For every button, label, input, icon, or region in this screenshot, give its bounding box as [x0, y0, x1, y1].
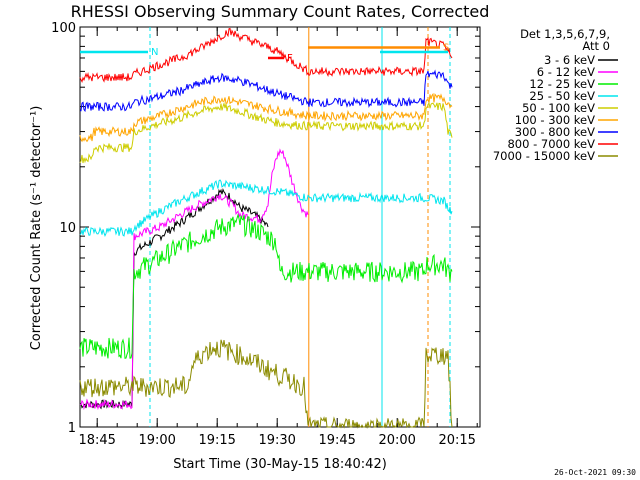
x-tick-label: 19:45: [318, 433, 355, 448]
plot-frame: [79, 26, 481, 428]
x-tick-label: 19:15: [198, 433, 235, 448]
legend-entry-label: 800 - 7000 keV: [507, 137, 595, 151]
series-line: [79, 213, 453, 359]
legend-header: Att 0: [582, 39, 610, 53]
flag-label: S: [443, 42, 449, 53]
y-axis-label: Corrected Count Rate (s⁻¹ detector⁻¹): [29, 106, 44, 351]
legend-header: Det 1,3,5,6,7,9,: [520, 27, 610, 41]
y-tick-label: 100: [51, 21, 76, 36]
x-tick-label: 19:00: [138, 433, 175, 448]
x-tick-label: 19:30: [258, 433, 295, 448]
legend-entry-label: 3 - 6 keV: [544, 53, 595, 67]
legend-entry-label: 300 - 800 keV: [515, 125, 595, 139]
plot-area: 1 10 100 18:45 19:00 19:15 19:30 19:45 20:00 20:1…: [51, 21, 481, 448]
legend-entry-label: 25 - 50 keV: [529, 89, 595, 103]
series-line: [80, 69, 453, 113]
legend-entry-label: 6 - 12 keV: [537, 65, 595, 79]
series-line: [79, 101, 453, 164]
series-line: [79, 187, 269, 410]
x-tick-label: 20:00: [378, 433, 415, 448]
y-tick-label: 1: [68, 421, 76, 436]
x-axis-label: Start Time (30-May-15 18:40:42): [173, 457, 387, 472]
y-tick-label: 10: [59, 221, 76, 236]
flag-label: N: [151, 47, 158, 58]
series-line: [79, 339, 453, 429]
legend-entry-label: 50 - 100 keV: [522, 101, 595, 115]
series-line: [79, 179, 453, 238]
legend-entry-label: 100 - 300 keV: [515, 113, 595, 127]
series-line: [79, 148, 309, 411]
series-line: [79, 92, 453, 143]
timestamp: 26-Oct-2021 09:30: [554, 468, 636, 477]
chart-title: RHESSI Observing Summary Count Rates, Co…: [71, 2, 490, 21]
legend-entry-label: 12 - 25 keV: [529, 77, 595, 91]
legend-entry-label: 7000 - 15000 keV: [493, 149, 595, 163]
flag-label: F: [287, 53, 293, 64]
x-tick-label: 18:45: [78, 433, 115, 448]
series-line: [79, 27, 453, 83]
x-tick-label: 20:15: [438, 433, 475, 448]
